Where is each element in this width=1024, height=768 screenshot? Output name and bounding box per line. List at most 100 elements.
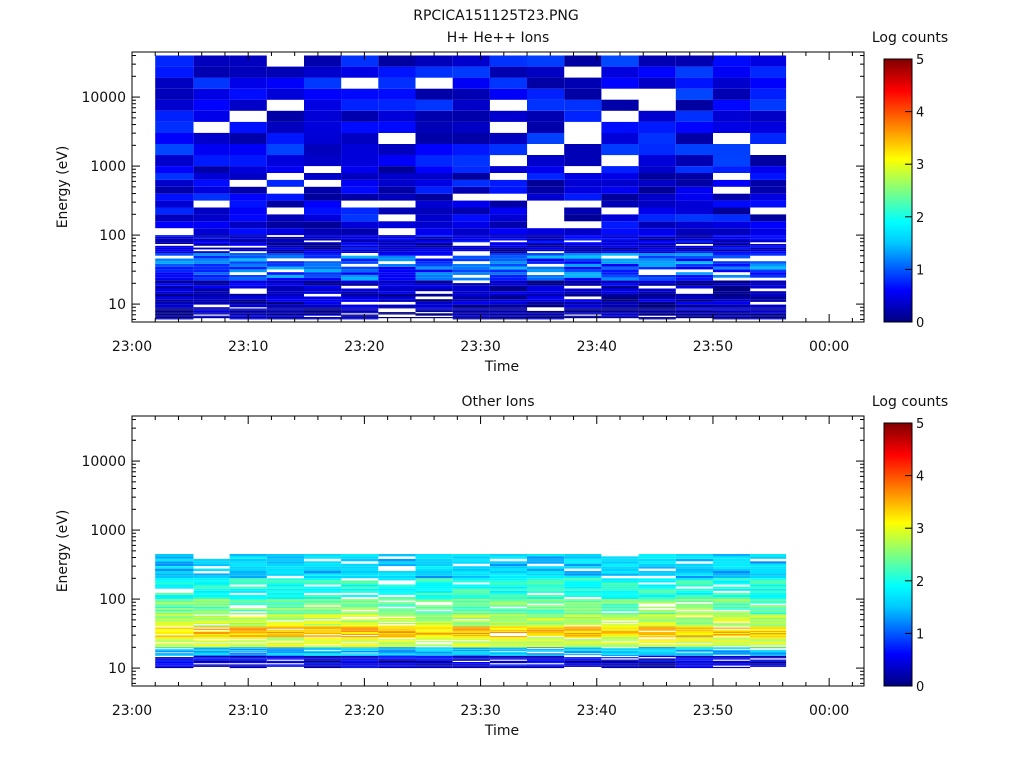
x-tick-label: 23:50 bbox=[693, 339, 733, 355]
heatmap-cell bbox=[713, 639, 751, 641]
heatmap-cell bbox=[489, 618, 528, 620]
heatmap-cell bbox=[750, 629, 787, 631]
heatmap-cell bbox=[193, 255, 230, 259]
heatmap-cell bbox=[378, 66, 416, 78]
heatmap-cell bbox=[489, 631, 528, 633]
heatmap-cell bbox=[304, 266, 342, 270]
heatmap-cell bbox=[638, 318, 676, 320]
heatmap-cell bbox=[415, 578, 453, 581]
heatmap-cell bbox=[341, 275, 379, 278]
heatmap-cell bbox=[415, 631, 453, 633]
heatmap-cell bbox=[155, 612, 194, 615]
heatmap-cell bbox=[489, 261, 528, 264]
heatmap-cell bbox=[193, 603, 230, 606]
heatmap-cell bbox=[229, 166, 267, 173]
heatmap-cell bbox=[675, 317, 713, 319]
heatmap-cell bbox=[489, 612, 528, 615]
heatmap-cell bbox=[304, 251, 342, 253]
heatmap-cell bbox=[527, 645, 565, 647]
heatmap-cell bbox=[527, 242, 565, 244]
heatmap-cell bbox=[750, 235, 787, 237]
heatmap-cell bbox=[675, 645, 713, 647]
heatmap-cell bbox=[713, 275, 751, 278]
heatmap-cell bbox=[713, 651, 751, 653]
heatmap-cell bbox=[378, 649, 416, 650]
heatmap-cell bbox=[304, 307, 342, 309]
heatmap-cell bbox=[155, 608, 194, 610]
heatmap-cell bbox=[638, 599, 676, 601]
heatmap-cell bbox=[415, 247, 453, 250]
heatmap-cell bbox=[304, 207, 342, 215]
heatmap-cell bbox=[527, 620, 565, 622]
heatmap-cell bbox=[527, 654, 565, 656]
heatmap-cell bbox=[750, 573, 787, 576]
heatmap-cell bbox=[601, 563, 639, 567]
heatmap-cell bbox=[341, 312, 379, 314]
heatmap-cell bbox=[601, 655, 639, 656]
heatmap-cell bbox=[638, 214, 676, 222]
heatmap-cell bbox=[713, 614, 751, 616]
heatmap-cell bbox=[266, 647, 304, 649]
heatmap-cell bbox=[713, 627, 751, 629]
heatmap-cell bbox=[193, 636, 230, 638]
heatmap-cell bbox=[564, 307, 602, 309]
heatmap-cell bbox=[229, 193, 267, 201]
heatmap-cell bbox=[452, 318, 490, 320]
heatmap-cell bbox=[750, 291, 787, 294]
heatmap-cell bbox=[452, 179, 490, 187]
heatmap-cell bbox=[266, 261, 304, 264]
heatmap-cell bbox=[750, 285, 787, 289]
heatmap-cell bbox=[229, 173, 267, 180]
heatmap-cell bbox=[452, 310, 490, 313]
heatmap-cell bbox=[750, 659, 787, 661]
heatmap-cell bbox=[415, 266, 453, 270]
heatmap-cell bbox=[266, 639, 304, 641]
heatmap-cell bbox=[564, 660, 602, 662]
heatmap-cell bbox=[601, 590, 639, 593]
heatmap-cell bbox=[193, 240, 230, 243]
heatmap-cell bbox=[713, 240, 751, 243]
heatmap-cell bbox=[193, 193, 230, 201]
heatmap-cell bbox=[638, 629, 676, 631]
heatmap-cell bbox=[378, 635, 416, 637]
heatmap-cell bbox=[155, 269, 194, 273]
heatmap-cell bbox=[304, 663, 342, 665]
heatmap-cell bbox=[415, 614, 453, 616]
heatmap-cell bbox=[601, 240, 639, 243]
heatmap-cell bbox=[266, 571, 304, 574]
heatmap-cell bbox=[193, 659, 230, 661]
heatmap-cell bbox=[415, 597, 453, 600]
heatmap-cell bbox=[489, 599, 528, 601]
heatmap-cell bbox=[750, 166, 787, 173]
heatmap-cell bbox=[415, 264, 453, 267]
heatmap-cell bbox=[378, 264, 416, 267]
heatmap-cell bbox=[378, 627, 416, 629]
heatmap-cell bbox=[601, 649, 639, 651]
heatmap-cell bbox=[564, 55, 602, 67]
heatmap-cell bbox=[527, 619, 565, 621]
heatmap-cell bbox=[713, 615, 751, 617]
heatmap-cell bbox=[193, 275, 230, 278]
heatmap-cell bbox=[415, 619, 453, 621]
heatmap-cell bbox=[601, 277, 639, 281]
heatmap-cell bbox=[638, 625, 676, 627]
heatmap-cell bbox=[675, 121, 713, 133]
heatmap-cell bbox=[378, 249, 416, 252]
heatmap-cell bbox=[266, 646, 304, 648]
heatmap-cell bbox=[452, 77, 490, 89]
heatmap-cell bbox=[527, 240, 565, 243]
heatmap-cell bbox=[601, 621, 639, 623]
heatmap-cell bbox=[601, 561, 639, 564]
heatmap-cell bbox=[193, 253, 230, 256]
heatmap-cell bbox=[266, 643, 304, 645]
heatmap-cell bbox=[750, 563, 787, 567]
heatmap-cell bbox=[601, 221, 639, 229]
heatmap-cell bbox=[304, 606, 342, 609]
heatmap-cell bbox=[675, 235, 713, 237]
heatmap-cell bbox=[564, 605, 602, 607]
heatmap-cell bbox=[675, 132, 713, 144]
heatmap-cell bbox=[750, 608, 787, 610]
heatmap-cell bbox=[601, 619, 639, 621]
x-tick-label: 23:40 bbox=[577, 703, 617, 719]
heatmap-cell bbox=[155, 245, 194, 248]
